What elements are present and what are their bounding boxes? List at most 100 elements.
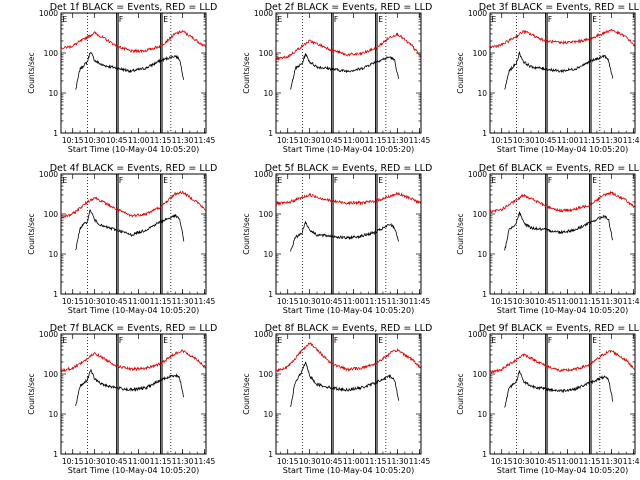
panel-det-3: Det 3f BLACK = Events, RED = LLD 1 10 100 10… (456, 2, 640, 154)
marker-label: E (163, 176, 168, 185)
x-tick-label: 10:45 (535, 136, 557, 145)
x-tick-label: 11:00 (128, 136, 150, 145)
events-series-line (290, 53, 400, 90)
x-tick-label: 10:45 (106, 297, 128, 306)
x-tick-label: 11:15 (150, 136, 172, 145)
x-tick-label: 11:30 (601, 457, 623, 466)
lld-series-line (275, 342, 421, 373)
y-tick-label: 1000 (39, 170, 58, 179)
marker-label: F (334, 176, 338, 185)
x-tick-label: 10:30 (299, 457, 321, 466)
events-series-line (504, 211, 614, 251)
lld-series-line (60, 29, 206, 54)
plot-frame (489, 173, 636, 295)
y-tick-label: 10 (477, 250, 487, 259)
x-tick-label: 11:00 (557, 136, 579, 145)
x-tick-label: 11:45 (194, 457, 216, 466)
y-axis-label: Counts/sec (27, 373, 36, 414)
x-tick-label: 10:15 (62, 457, 84, 466)
events-series-line (290, 361, 400, 407)
marker-label: E (592, 15, 597, 24)
x-tick-label: 10:15 (277, 457, 299, 466)
x-axis-label: Start Time (10-May-04 10:05:20) (497, 466, 628, 475)
x-tick-label: 11:15 (365, 136, 387, 145)
lld-series-line (60, 348, 206, 373)
events-series-line (75, 51, 185, 90)
x-tick-label: 11:15 (365, 457, 387, 466)
x-tick-label: 11:00 (343, 297, 365, 306)
events-series-line (504, 51, 614, 90)
marker-label: E (62, 336, 67, 345)
x-tick-label: 10:45 (535, 457, 557, 466)
x-tick-label: 10:30 (513, 457, 535, 466)
x-tick-label: 11:30 (172, 297, 194, 306)
marker-label: E (62, 15, 67, 24)
x-tick-label: 11:45 (194, 136, 216, 145)
events-series-line (290, 221, 400, 252)
panel-title: Det 8f BLACK = Events, RED = LLD (265, 323, 433, 334)
panel-title: Det 7f BLACK = Events, RED = LLD (50, 323, 218, 334)
x-tick-label: 10:30 (513, 136, 535, 145)
x-tick-label: 11:30 (172, 136, 194, 145)
plot-frame (60, 12, 207, 134)
y-axis-label: Counts/sec (27, 213, 36, 254)
x-tick-label: 11:45 (409, 136, 431, 145)
x-tick-label: 10:15 (62, 136, 84, 145)
y-tick-label: 100 (259, 49, 274, 58)
x-tick-label: 10:45 (535, 297, 557, 306)
marker-label: E (592, 336, 597, 345)
x-tick-label: 10:15 (277, 136, 299, 145)
x-tick-label: 10:30 (513, 297, 535, 306)
plot-frame (489, 333, 636, 455)
x-tick-label: 11:15 (150, 297, 172, 306)
y-tick-label: 1 (482, 450, 487, 459)
marker-label: F (119, 336, 123, 345)
x-axis-label: Start Time (10-May-04 10:05:20) (68, 466, 199, 475)
panel-det-4: Det 4f BLACK = Events, RED = LLD 1 10 100 10… (27, 163, 217, 315)
marker-label: E (163, 15, 168, 24)
x-tick-label: 11:30 (387, 297, 409, 306)
y-axis-label: Counts/sec (242, 52, 251, 93)
x-tick-label: 10:30 (84, 297, 106, 306)
y-tick-label: 1 (268, 450, 273, 459)
panel-det-7: Det 7f BLACK = Events, RED = LLD 1 10 100 10… (27, 323, 217, 475)
x-tick-label: 10:45 (321, 297, 343, 306)
x-tick-label: 10:45 (106, 457, 128, 466)
x-tick-label: 11:45 (409, 457, 431, 466)
x-axis-label: Start Time (10-May-04 10:05:20) (497, 306, 628, 315)
lld-series-line (489, 190, 635, 214)
x-tick-label: 10:15 (491, 297, 513, 306)
events-series-line (504, 370, 614, 408)
panel-title: Det 4f BLACK = Events, RED = LLD (50, 163, 218, 174)
y-tick-label: 1000 (39, 9, 58, 18)
y-tick-label: 10 (477, 410, 487, 419)
panel-det-2: Det 2f BLACK = Events, RED = LLD 1 10 100 10… (242, 2, 432, 154)
x-tick-label: 11:45 (623, 457, 640, 466)
x-tick-label: 11:00 (128, 457, 150, 466)
y-tick-label: 100 (473, 370, 488, 379)
marker-label: F (119, 176, 123, 185)
y-tick-label: 1000 (468, 170, 487, 179)
y-tick-label: 1000 (254, 170, 273, 179)
x-tick-label: 11:15 (579, 457, 601, 466)
x-tick-label: 10:30 (299, 297, 321, 306)
marker-label: E (378, 336, 383, 345)
marker-label: F (334, 336, 338, 345)
plot-frame (275, 173, 422, 295)
x-axis-label: Start Time (10-May-04 10:05:20) (283, 466, 414, 475)
marker-label: E (277, 336, 282, 345)
marker-label: F (548, 336, 552, 345)
plot-frame (275, 333, 422, 455)
y-axis-label: Counts/sec (242, 213, 251, 254)
x-tick-label: 11:15 (365, 297, 387, 306)
plot-frame (60, 173, 207, 295)
y-tick-label: 1 (482, 129, 487, 138)
x-tick-label: 11:30 (601, 297, 623, 306)
marker-label: E (378, 15, 383, 24)
x-tick-label: 11:15 (150, 457, 172, 466)
x-axis-label: Start Time (10-May-04 10:05:20) (283, 145, 414, 154)
lld-series-line (490, 28, 635, 49)
y-tick-label: 100 (259, 370, 274, 379)
x-axis-label: Start Time (10-May-04 10:05:20) (68, 306, 199, 315)
y-tick-label: 10 (263, 89, 273, 98)
